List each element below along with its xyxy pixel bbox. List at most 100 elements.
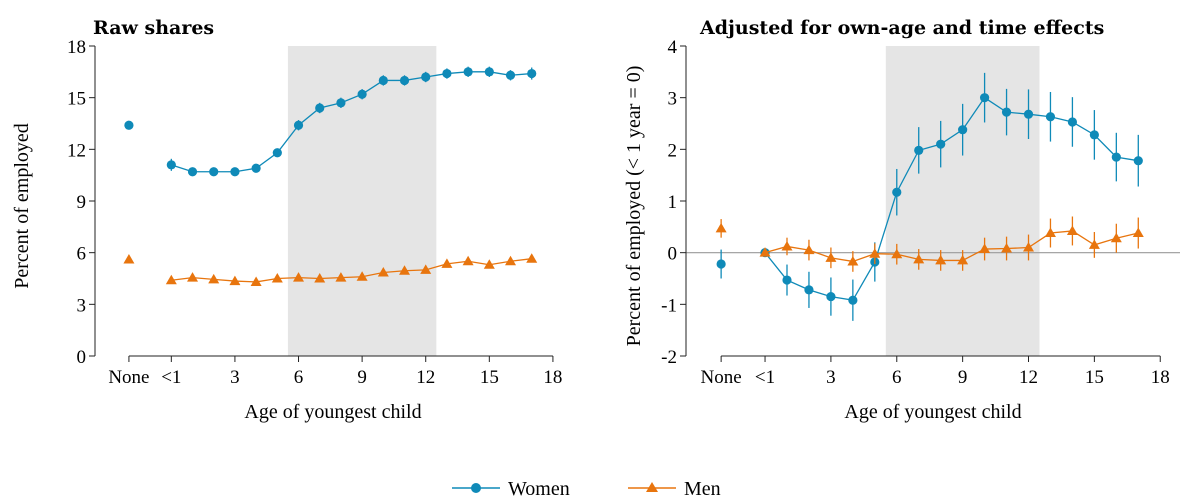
y-tick-label: -1 [661, 295, 677, 316]
x-tick-label: <1 [755, 367, 775, 388]
point-men [356, 271, 368, 281]
point-women [1133, 156, 1143, 166]
point-men [187, 272, 199, 282]
point-men [462, 255, 474, 266]
point-women [1023, 109, 1034, 119]
circle-marker-icon [471, 483, 481, 493]
series-line-men [171, 258, 532, 283]
point-women [378, 75, 388, 86]
x-tick-label: 3 [826, 367, 836, 388]
point-women [848, 295, 858, 305]
point-women [293, 120, 304, 130]
x-tick-label: 9 [357, 367, 367, 388]
y-tick-label: 4 [668, 37, 678, 58]
point-women [1045, 112, 1056, 122]
chart-title: Raw shares [93, 17, 214, 39]
x-tick-label: 6 [892, 367, 902, 388]
point-men [250, 276, 262, 286]
point-men [957, 254, 969, 265]
point-men [1132, 227, 1144, 238]
x-tick-label: 6 [294, 367, 304, 388]
point-men [847, 255, 859, 266]
point-men [1001, 243, 1013, 253]
point-women [892, 187, 902, 197]
point-none-women [716, 259, 726, 269]
point-men [229, 275, 241, 286]
y-tick-label: 18 [67, 37, 86, 58]
x-tick-label: 12 [1019, 367, 1038, 388]
panel-raw-shares: 0 3 6 9 12 15 18 None <1 3 6 9 12 15 18 Raw shares Ag… [11, 17, 562, 423]
y-tick-label: 1 [668, 192, 678, 213]
point-women [826, 291, 836, 302]
point-women [421, 72, 431, 82]
point-men [979, 243, 991, 254]
chart-title: Adjusted for own-age and time effects [699, 17, 1104, 39]
point-women [357, 89, 367, 99]
point-men [1023, 242, 1035, 252]
x-tick-label: None [108, 367, 149, 388]
x-axis-label: Age of youngest child [844, 401, 1021, 423]
legend-label-men: Men [684, 478, 721, 497]
y-tick-label: 3 [77, 295, 87, 316]
x-axis-label: Age of youngest child [244, 401, 421, 423]
point-women [527, 68, 537, 79]
x-tick-label: 9 [958, 367, 968, 388]
point-women [336, 98, 346, 108]
point-men [420, 264, 432, 274]
point-men [869, 248, 881, 258]
point-men [483, 259, 495, 269]
point-men [314, 273, 326, 283]
point-women [315, 103, 325, 113]
point-men [526, 253, 538, 263]
point-men [1066, 225, 1078, 235]
y-tick-label: 0 [668, 244, 678, 265]
y-tick-label: 15 [67, 89, 86, 110]
point-men [1044, 227, 1056, 238]
x-tick-label: 18 [543, 367, 562, 388]
y-tick-label: 3 [668, 89, 678, 110]
point-men [935, 254, 947, 265]
y-tick-label: 6 [77, 244, 87, 265]
point-men [335, 272, 347, 282]
point-women [1067, 117, 1078, 127]
point-men [441, 258, 453, 268]
point-women [166, 160, 176, 170]
point-women [1089, 130, 1099, 140]
point-women [251, 163, 261, 173]
point-women [936, 139, 946, 149]
point-women [505, 70, 516, 80]
point-women [1001, 107, 1012, 117]
point-men [781, 240, 793, 251]
point-men [505, 255, 517, 266]
point-men [1088, 239, 1100, 249]
y-tick-label: 12 [67, 140, 86, 161]
y-axis-label: Percent of employed [11, 123, 33, 289]
point-men [165, 274, 177, 285]
point-women [782, 275, 792, 285]
x-tick-label: 15 [1085, 367, 1104, 388]
point-women [209, 167, 219, 177]
y-tick-label: 9 [77, 192, 87, 213]
x-tick-label: None [701, 367, 742, 388]
y-tick-label: -2 [661, 347, 677, 368]
point-none-men [123, 254, 135, 264]
y-tick-label: 2 [668, 140, 678, 161]
legend-item-men: Men [628, 478, 721, 497]
point-women [399, 75, 410, 86]
point-women [442, 68, 452, 79]
x-tick-label: 12 [416, 367, 435, 388]
point-women [463, 67, 473, 77]
legend-label-women: Women [508, 478, 570, 497]
x-tick-label: 18 [1151, 367, 1170, 388]
y-axis-label: Percent of employed (< 1 year = 0) [623, 66, 645, 347]
x-tick-label: 3 [230, 367, 240, 388]
point-women [914, 145, 924, 155]
point-none-men [715, 222, 727, 233]
point-men [377, 266, 389, 277]
triangle-marker-icon [646, 482, 658, 492]
point-women [187, 167, 198, 177]
point-men [891, 248, 903, 259]
point-women [272, 148, 282, 158]
point-men [1110, 232, 1122, 243]
